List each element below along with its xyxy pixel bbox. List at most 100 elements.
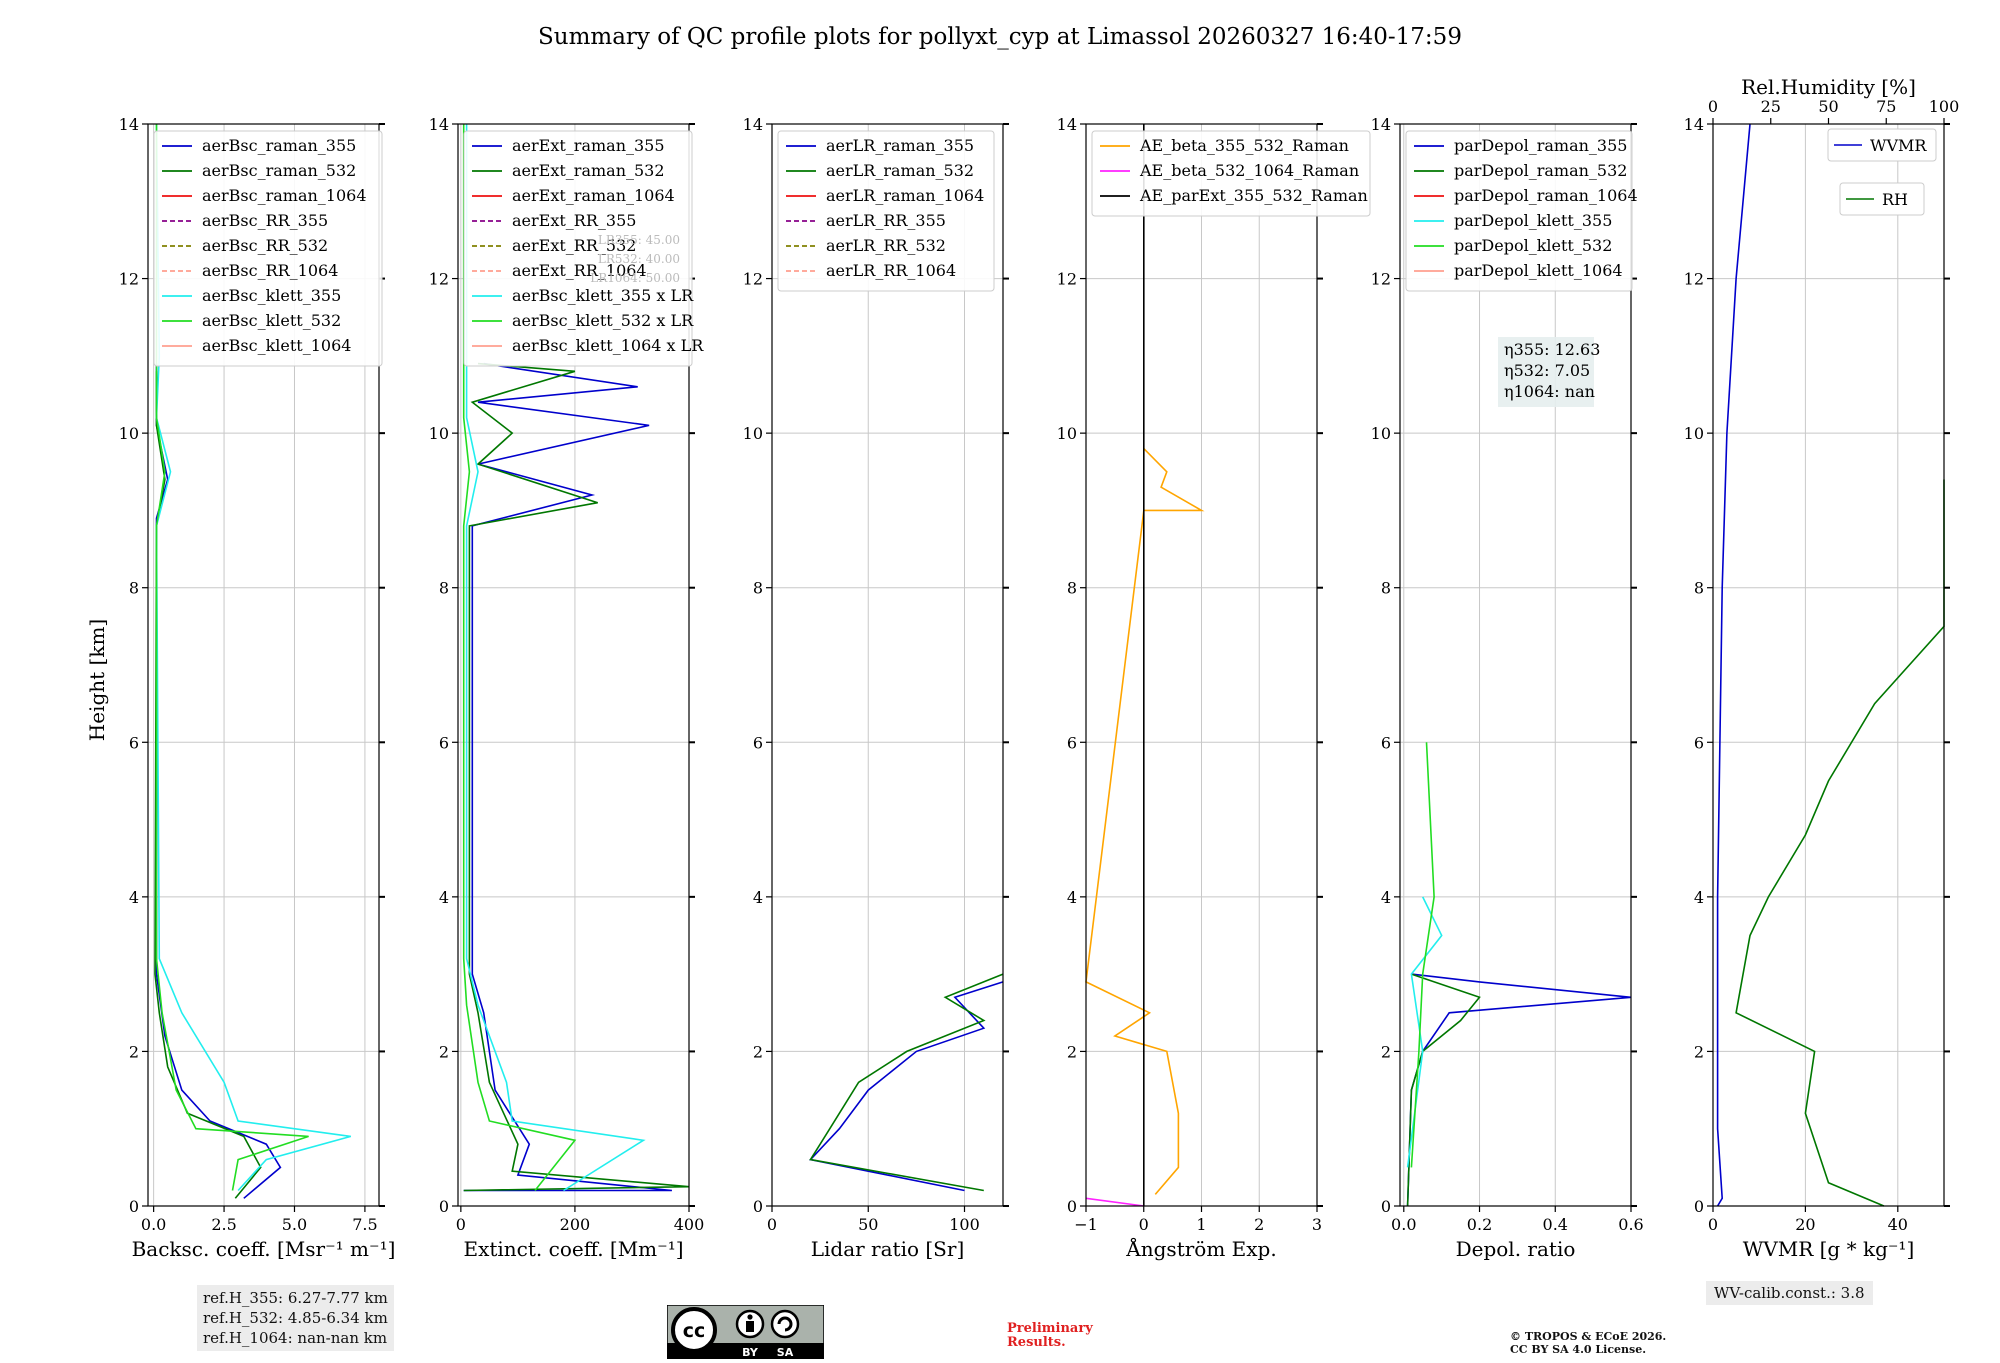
y-tick-label: 4: [1694, 888, 1704, 907]
y-tick-label: 12: [429, 270, 449, 289]
legend-label: aerLR_raman_355: [826, 136, 974, 155]
y-tick-label: 8: [1381, 579, 1391, 598]
y-tick-label: 12: [743, 270, 763, 289]
y-tick-label: 12: [1057, 270, 1077, 289]
y-tick-label: 12: [119, 270, 139, 289]
x-tick-label: 7.5: [352, 1215, 377, 1234]
ref-height-532: ref.H_532: 4.85-6.34 km: [203, 1309, 388, 1327]
x-axis-label: Backsc. coeff. [Msr⁻¹ m⁻¹]: [132, 1237, 396, 1261]
legend-label: aerLR_RR_355: [826, 211, 946, 230]
legend-label: parDepol_raman_532: [1454, 161, 1627, 180]
legend-label: aerLR_RR_1064: [826, 261, 956, 280]
y-tick-label: 0: [1067, 1197, 1077, 1216]
y-tick-label: 10: [743, 424, 763, 443]
x-tick-label: 0: [1708, 1215, 1718, 1234]
legend-label: aerBsc_raman_1064: [202, 186, 367, 205]
panel-3: 0 2 4 6 8 10 12 14 0 50 100 Lidar ratio [Sr] aerLR_r…: [743, 115, 1009, 1261]
axes-frame: [1399, 123, 1632, 1207]
x-tick-label: 20: [1795, 1215, 1815, 1234]
y-tick-label: 0: [1694, 1197, 1704, 1216]
legend: aerBsc_raman_355 aerBsc_raman_532 aerBsc_r…: [153, 130, 383, 367]
x-tick-label: 2: [1254, 1215, 1264, 1234]
y-tick-label: 14: [1057, 115, 1077, 134]
legend-label: RH: [1882, 190, 1908, 209]
legend-label: WVMR: [1870, 136, 1927, 155]
series-aerLR_raman_532: [809, 973, 1004, 1192]
y-tick-label: 6: [1067, 733, 1077, 752]
y-tick-label: 2: [129, 1042, 139, 1061]
series-parDepol_raman_532: [1406, 973, 1481, 1207]
legend: aerLR_raman_355 aerLR_raman_532 aerLR_rama…: [777, 130, 995, 292]
cc-text: cc: [683, 1320, 706, 1342]
legend-label: aerBsc_raman_355: [202, 136, 356, 155]
lr-note: LR532: 40.00: [598, 252, 680, 266]
x-tick-label: 0: [767, 1215, 777, 1234]
sa-share-icon: [770, 1309, 800, 1339]
y-tick-label: 12: [1684, 270, 1704, 289]
y-tick-label: 14: [1684, 115, 1704, 134]
x-axis-label: Ångström Exp.: [1125, 1236, 1276, 1261]
lr-note: LR1064: 50.00: [590, 271, 680, 285]
eta-box: [1498, 337, 1594, 407]
legend-label: aerBsc_klett_532: [202, 311, 341, 330]
y-tick-label: 0: [129, 1197, 139, 1216]
cc-license-badge[interactable]: cc BY SA: [666, 1304, 825, 1360]
series-RH: [1735, 479, 1945, 1207]
top-tick-label: 100: [1929, 97, 1960, 116]
legend: aerExt_raman_355 aerExt_raman_532 aerExt_r…: [463, 130, 704, 367]
legend-label: aerBsc_klett_1064: [202, 336, 351, 355]
legend-label: aerExt_RR_532: [512, 236, 636, 255]
x-tick-label: 100: [949, 1215, 980, 1234]
y-tick-label: 8: [1694, 579, 1704, 598]
legend-label: aerExt_raman_355: [512, 136, 665, 155]
x-tick-label: 3: [1312, 1215, 1322, 1234]
preliminary-line-1: Preliminary: [1007, 1321, 1093, 1336]
y-tick-label: 4: [1381, 888, 1391, 907]
preliminary-note: Preliminary Results.: [1007, 1322, 1093, 1350]
eta-label: η1064: nan: [1504, 382, 1595, 401]
legend-label: aerExt_RR_355: [512, 211, 636, 230]
panel-1: 0 2 4 6 8 10 12 14 0.0 2.5 5.0 7.5 Backsc. coeff. [M…: [119, 115, 396, 1261]
x-tick-label: 200: [560, 1215, 591, 1234]
legend-label: parDepol_klett_532: [1454, 236, 1612, 255]
x-tick-label: 1: [1196, 1215, 1206, 1234]
legend-label: aerExt_raman_1064: [512, 186, 675, 205]
x-tick-label: 2.5: [211, 1215, 236, 1234]
legend-label: AE_beta_355_532_Raman: [1139, 136, 1349, 155]
legend-label: aerLR_raman_532: [826, 161, 974, 180]
series-WVMR: [1716, 123, 1751, 1207]
ref-height-1064: ref.H_1064: nan-nan km: [203, 1329, 388, 1347]
panel-2: 0 2 4 6 8 10 12 14 0 200 400 Extinct. coeff. [Mm⁻¹]…: [429, 115, 705, 1261]
series-aerExt_raman_355: [463, 362, 672, 1192]
x-tick-label: 400: [674, 1215, 705, 1234]
top-tick-label: 75: [1876, 97, 1896, 116]
eta-label: η355: 12.63: [1504, 340, 1600, 359]
y-axis-label: Height [km]: [85, 619, 109, 741]
wv-calibration-box: WV-calib.const.: 3.8: [1706, 1281, 1873, 1305]
top-tick-label: 25: [1761, 97, 1781, 116]
y-tick-label: 6: [129, 733, 139, 752]
panel-5: 0 2 4 6 8 10 12 14 0.0 0.2 0.4 0.6 Depol. ratio parDe…: [1371, 115, 1644, 1261]
top-axis-label: Rel.Humidity [%]: [1741, 75, 1916, 99]
x-tick-label: 0.2: [1467, 1215, 1492, 1234]
x-tick-label: 0: [1139, 1215, 1149, 1234]
legend-label: aerLR_RR_532: [826, 236, 946, 255]
series-AE_beta_532_1064_Raman: [1085, 1197, 1144, 1207]
y-tick-label: 0: [753, 1197, 763, 1216]
legend-label: aerBsc_klett_532 x LR: [512, 311, 694, 330]
y-tick-label: 10: [1057, 424, 1077, 443]
y-tick-label: 8: [439, 579, 449, 598]
series-aerBsc_klett_355 x LR: [465, 124, 646, 1192]
cc-badge-graphic: cc BY SA: [666, 1304, 825, 1360]
legend-label: AE_beta_532_1064_Raman: [1139, 161, 1359, 180]
top-tick-label: 0: [1708, 97, 1718, 116]
y-tick-label: 8: [129, 579, 139, 598]
y-tick-label: 4: [439, 888, 449, 907]
series-aerExt_raman_532: [463, 362, 690, 1192]
y-tick-label: 14: [119, 115, 139, 134]
y-tick-label: 0: [1381, 1197, 1391, 1216]
y-tick-label: 6: [1694, 733, 1704, 752]
y-tick-label: 10: [1371, 424, 1391, 443]
